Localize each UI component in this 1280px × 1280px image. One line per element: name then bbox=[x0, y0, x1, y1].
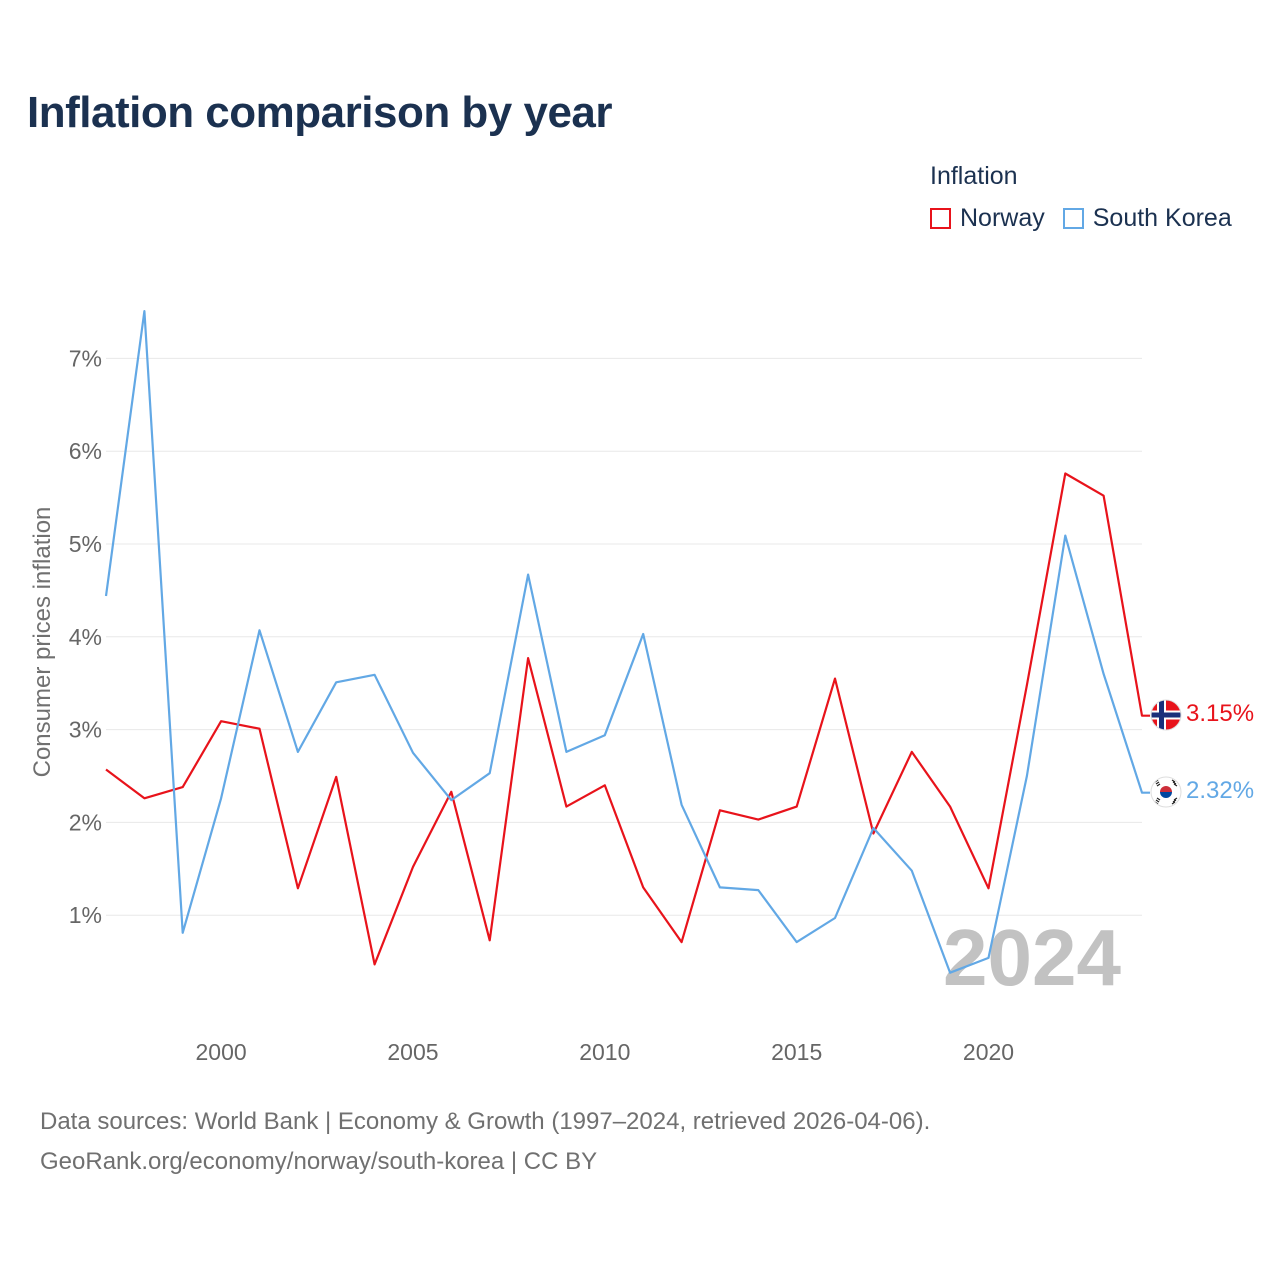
line-chart: 1% 2% 3% 4% 5% 6% 7% 2000 2005 2010 2015 2020 Cons… bbox=[29, 310, 1254, 1065]
legend-label-norway: Norway bbox=[960, 204, 1045, 232]
y-tick-label: 7% bbox=[69, 345, 102, 371]
chart-title: Inflation comparison by year bbox=[27, 88, 613, 137]
legend-label-south-korea: South Korea bbox=[1092, 204, 1232, 232]
x-axis-ticks: 2000 2005 2010 2015 2020 bbox=[196, 1039, 1015, 1065]
series-line-south-korea[interactable] bbox=[104, 310, 1150, 974]
x-tick-label: 2005 bbox=[387, 1039, 438, 1065]
footer-link[interactable]: GeoRank.org/economy/norway/south-korea |… bbox=[40, 1148, 598, 1175]
series-line-norway[interactable] bbox=[105, 472, 1150, 966]
x-tick-label: 2020 bbox=[963, 1039, 1014, 1065]
x-tick-label: 2000 bbox=[196, 1039, 247, 1065]
year-watermark: 2024 bbox=[943, 913, 1121, 1002]
y-axis-ticks: 1% 2% 3% 4% 5% 6% 7% bbox=[69, 345, 102, 928]
y-axis-label: Consumer prices inflation bbox=[29, 507, 56, 778]
footer-sources: Data sources: World Bank | Economy & Gro… bbox=[40, 1108, 931, 1135]
y-tick-label: 1% bbox=[69, 902, 102, 928]
legend-swatch-south-korea bbox=[1062, 208, 1084, 229]
x-tick-label: 2015 bbox=[771, 1039, 822, 1065]
legend-item-south-korea[interactable]: South Korea bbox=[1062, 204, 1232, 233]
norway-flag-icon bbox=[1150, 699, 1182, 731]
y-tick-label: 3% bbox=[69, 717, 102, 743]
y-tick-label: 2% bbox=[69, 809, 102, 835]
end-label-norway: 3.15% bbox=[1186, 700, 1254, 727]
grid bbox=[106, 357, 1142, 916]
legend: Norway South Korea bbox=[930, 204, 1250, 233]
legend-swatch-norway bbox=[930, 208, 951, 229]
y-tick-label: 5% bbox=[69, 531, 102, 557]
end-label-south-korea: 2.32% bbox=[1186, 777, 1254, 804]
south-korea-flag-icon bbox=[1150, 776, 1182, 808]
legend-item-norway[interactable]: Norway bbox=[930, 204, 1045, 233]
legend-title: Inflation bbox=[930, 162, 1018, 190]
y-tick-label: 4% bbox=[69, 624, 102, 650]
series-lines bbox=[104, 310, 1150, 974]
y-tick-label: 6% bbox=[69, 438, 102, 464]
x-tick-label: 2010 bbox=[579, 1039, 630, 1065]
